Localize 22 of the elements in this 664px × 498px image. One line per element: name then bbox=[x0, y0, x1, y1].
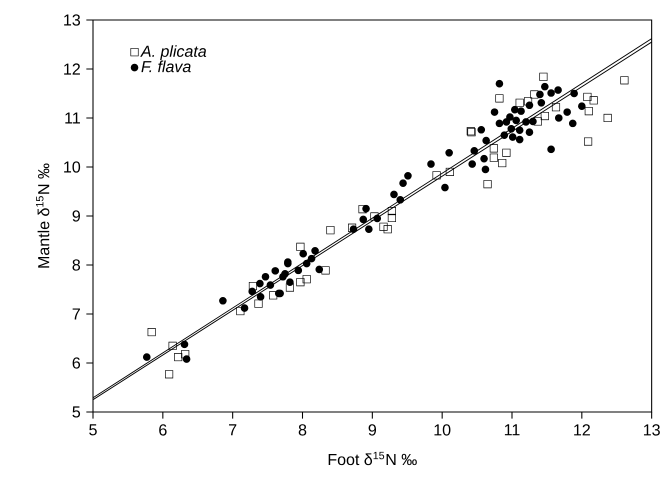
x-tick-label: 11 bbox=[504, 424, 520, 436]
y-tick-label: 5 bbox=[72, 406, 80, 418]
x-tick-label: 12 bbox=[574, 424, 590, 436]
y-tick-label: 8 bbox=[72, 259, 80, 271]
x-tick-label: 10 bbox=[434, 424, 450, 436]
legend-label: F. flava bbox=[141, 60, 191, 72]
y-axis-title: Mantle δ$^{15}$N ‰ bbox=[36, 164, 50, 268]
y-tick-label: 6 bbox=[72, 357, 80, 369]
x-tick-label: 6 bbox=[159, 424, 167, 436]
y-tick-label: 11 bbox=[65, 112, 80, 124]
y-tick-label: 9 bbox=[72, 210, 80, 222]
x-tick-label: 9 bbox=[368, 424, 376, 436]
y-tick-label: 13 bbox=[64, 14, 80, 26]
legend-label: A. plicata bbox=[140, 45, 206, 60]
x-tick-label: 13 bbox=[644, 424, 660, 436]
x-tick-label: 8 bbox=[298, 424, 306, 436]
y-tick-label: 10 bbox=[64, 161, 80, 173]
y-tick-label: 7 bbox=[72, 308, 80, 320]
x-axis-title: Foot δ$^{15}$N ‰ bbox=[328, 452, 417, 466]
y-tick-label: 12 bbox=[64, 63, 80, 75]
x-tick-label: 5 bbox=[89, 424, 97, 436]
x-tick-label: 7 bbox=[229, 424, 236, 436]
